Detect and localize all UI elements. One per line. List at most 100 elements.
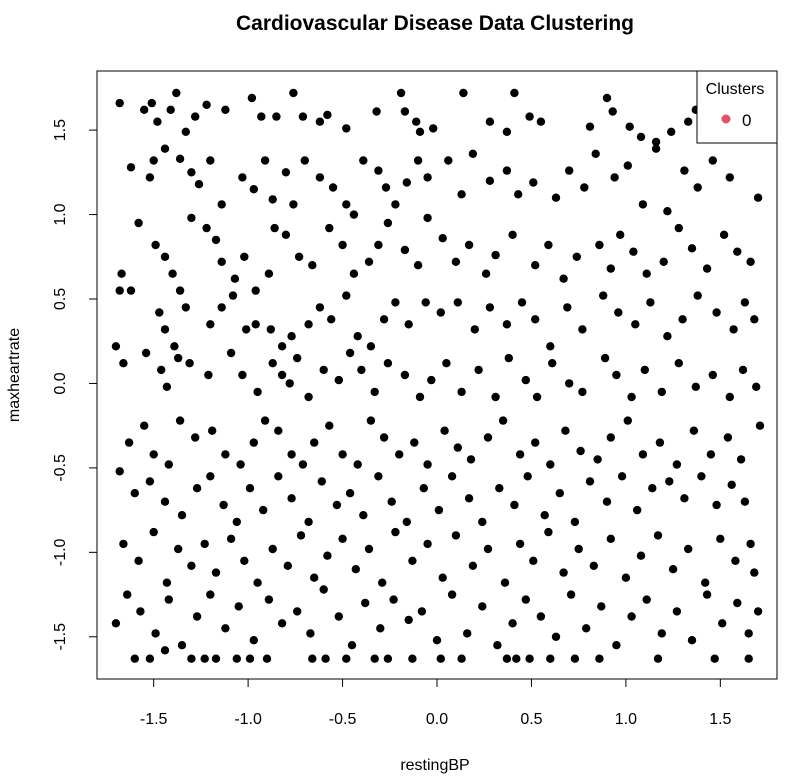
data-point [680, 166, 689, 175]
data-point [353, 332, 362, 341]
data-point [508, 619, 517, 628]
data-point [464, 494, 474, 503]
data-point [408, 556, 417, 565]
data-point [753, 193, 763, 202]
data-point [738, 365, 748, 375]
data-point [304, 392, 313, 402]
data-point [687, 244, 697, 253]
data-point [559, 568, 568, 577]
data-point [491, 392, 500, 402]
data-point [623, 416, 632, 425]
data-point [217, 200, 226, 209]
data-point [134, 218, 143, 228]
data-point [192, 484, 202, 493]
data-point [204, 370, 213, 380]
data-point [361, 598, 370, 608]
data-point [612, 370, 621, 380]
data-point [689, 426, 699, 435]
data-point [317, 477, 326, 486]
data-point [268, 359, 277, 368]
data-point [580, 183, 589, 192]
x-axis-label: restingBP [400, 757, 469, 774]
data-point [423, 213, 432, 223]
data-point [678, 315, 687, 324]
data-point [277, 342, 287, 351]
data-point [746, 539, 755, 549]
data-point [415, 127, 425, 136]
x-tick-label: 0.0 [426, 711, 448, 728]
data-point [372, 107, 381, 116]
data-point [727, 480, 736, 489]
data-point [145, 477, 155, 486]
data-point [674, 359, 683, 368]
data-point [640, 365, 649, 375]
data-point [582, 624, 591, 633]
data-point [149, 156, 158, 165]
data-point [621, 573, 631, 582]
data-point [170, 342, 179, 351]
y-tick-label: -1.0 [52, 538, 69, 566]
data-point [181, 303, 190, 312]
data-point [466, 455, 476, 464]
data-point [287, 332, 296, 341]
data-point [160, 646, 170, 655]
data-point [206, 590, 215, 599]
data-point [500, 578, 510, 587]
data-point [374, 472, 383, 481]
data-point [370, 387, 379, 397]
data-point [236, 460, 245, 469]
data-point [345, 489, 355, 498]
data-point [468, 561, 478, 570]
data-point [529, 178, 538, 187]
data-point [752, 382, 761, 391]
data-point [123, 590, 132, 599]
data-point [366, 416, 376, 425]
data-point [134, 556, 143, 565]
data-point [731, 556, 740, 565]
data-point [566, 590, 576, 599]
data-point [400, 245, 410, 255]
data-point [319, 585, 328, 594]
data-point [349, 210, 359, 219]
data-point [657, 629, 666, 638]
data-point [260, 416, 270, 425]
x-tick-label: -0.5 [329, 711, 357, 728]
data-point [653, 531, 663, 540]
data-point [663, 332, 672, 341]
data-point [595, 654, 604, 663]
data-point [674, 223, 683, 233]
data-point [200, 654, 209, 663]
data-point [115, 467, 124, 476]
data-point [232, 517, 241, 527]
data-point [251, 320, 260, 329]
data-point [342, 200, 351, 209]
data-point [570, 517, 580, 527]
data-point [442, 359, 451, 368]
data-point [289, 200, 298, 209]
data-point [359, 511, 368, 520]
data-point [453, 443, 462, 452]
data-point [402, 178, 411, 187]
data-point [379, 433, 389, 442]
data-point [181, 127, 190, 136]
data-point [140, 105, 149, 115]
data-point [242, 325, 251, 334]
data-point [310, 438, 319, 447]
data-point [693, 291, 702, 300]
data-point [149, 527, 158, 537]
data-point [249, 185, 258, 194]
data-point [665, 477, 674, 486]
data-point [323, 551, 332, 560]
data-point [404, 320, 413, 329]
data-point [249, 636, 258, 645]
data-point [402, 517, 411, 527]
data-point [202, 223, 211, 233]
data-point [338, 240, 347, 250]
data-point [366, 342, 376, 351]
data-point [687, 636, 697, 645]
data-point [153, 117, 162, 126]
data-point [332, 500, 342, 510]
data-point [578, 325, 587, 334]
data-point [515, 450, 525, 459]
